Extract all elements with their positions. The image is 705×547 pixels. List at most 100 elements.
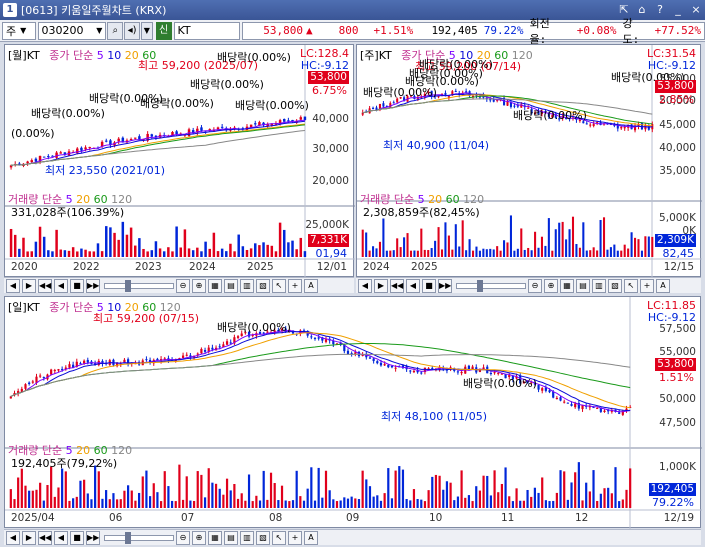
text-tool-icon[interactable]: A <box>304 278 318 293</box>
zoom-in-icon[interactable]: ⊕ <box>544 278 558 293</box>
ma20-legend[interactable]: 20 <box>124 49 139 62</box>
ma60-legend[interactable]: 60 <box>142 49 157 62</box>
weekly-chart-canvas[interactable] <box>357 45 702 278</box>
ma20-legend[interactable]: 20 <box>476 49 491 62</box>
zoom-slider[interactable] <box>104 531 174 544</box>
ma20-legend[interactable]: 20 <box>124 301 139 314</box>
ma60-legend[interactable]: 60 <box>142 301 157 314</box>
candle-body <box>634 125 637 131</box>
vol-ma60-legend[interactable]: 60 <box>445 193 460 206</box>
ma120-legend[interactable]: 120 <box>159 301 181 314</box>
scroll-right-button[interactable]: ▶ <box>22 278 36 293</box>
text-tool-icon[interactable]: A <box>304 530 318 545</box>
text-tool-icon[interactable]: A <box>656 278 670 293</box>
zoom-slider[interactable] <box>456 279 526 292</box>
volume-bar <box>47 250 50 257</box>
ma5-legend[interactable]: 5 <box>448 49 456 62</box>
zoom-out-icon[interactable]: ⊖ <box>176 530 190 545</box>
speaker-icon[interactable]: ◂) <box>124 21 140 40</box>
vol-ma20-legend[interactable]: 20 <box>428 193 443 206</box>
vol-ma5-legend[interactable]: 5 <box>65 444 73 457</box>
fast-back-button[interactable]: ◀◀ <box>390 278 404 293</box>
step-back-button[interactable]: ◀ <box>54 530 68 545</box>
zoom-out-icon[interactable]: ⊖ <box>176 278 190 293</box>
vol-ma120-legend[interactable]: 120 <box>463 193 485 206</box>
scroll-right-button[interactable]: ▶ <box>22 530 36 545</box>
fast-forward-button[interactable]: ▶▶ <box>86 530 100 545</box>
pattern-icon[interactable]: ▧ <box>608 278 622 293</box>
help-button[interactable]: ? <box>657 3 663 16</box>
zoom-slider[interactable] <box>104 279 174 292</box>
zoom-slider-handle[interactable] <box>125 279 131 292</box>
monthly-chart-panel[interactable]: [월]KT 종가 단순 5 10 20 60 LC:128.4 HC:-9.12… <box>4 44 355 278</box>
step-back-button[interactable]: ◀ <box>406 278 420 293</box>
columns-icon[interactable]: ▥ <box>240 278 254 293</box>
search-icon[interactable]: ⌕ <box>107 21 124 40</box>
daily-chart-panel[interactable]: [일]KT 종가 단순 5 10 20 60 120 LC:11.85 HC:-… <box>4 296 702 529</box>
vol-ma60-legend[interactable]: 60 <box>93 444 108 457</box>
grid-icon[interactable]: ▦ <box>208 278 222 293</box>
weekly-chart-panel[interactable]: [주]KT 종가 단순 5 10 20 60 120 LC:31.54 HC:-… <box>356 44 702 278</box>
volume-bar <box>170 500 174 508</box>
layout-icon[interactable]: ▤ <box>224 530 238 545</box>
window-lock-icon[interactable]: ⌂ <box>638 3 646 16</box>
chart-type-select[interactable]: 주 ▼ <box>2 21 36 40</box>
ma10-legend[interactable]: 10 <box>107 301 122 314</box>
vol-ma20-legend[interactable]: 20 <box>76 193 91 206</box>
stock-code-input[interactable]: 030200 ▼ <box>37 21 107 40</box>
zoom-slider-handle[interactable] <box>125 531 131 544</box>
fast-back-button[interactable]: ◀◀ <box>38 530 52 545</box>
pattern-icon[interactable]: ▧ <box>256 278 270 293</box>
ma60-legend[interactable]: 60 <box>494 49 509 62</box>
zoom-in-icon[interactable]: ⊕ <box>192 530 206 545</box>
zoom-in-icon[interactable]: ⊕ <box>192 278 206 293</box>
ma120-legend[interactable]: 120 <box>511 49 533 62</box>
vol-ma5-legend[interactable]: 5 <box>65 193 73 206</box>
dividend-label: 배당락(0.00%) <box>419 58 493 71</box>
ma5-legend[interactable]: 5 <box>96 301 104 314</box>
chevron-down-icon[interactable]: ▼ <box>140 21 153 40</box>
pointer-icon[interactable]: ↖ <box>272 278 286 293</box>
scroll-left-button[interactable]: ◀ <box>6 278 20 293</box>
vol-ma120-legend[interactable]: 120 <box>111 193 133 206</box>
zoom-out-icon[interactable]: ⊖ <box>528 278 542 293</box>
daily-chart-canvas[interactable] <box>5 297 702 529</box>
vol-ma5-legend[interactable]: 5 <box>417 193 425 206</box>
step-back-button[interactable]: ◀ <box>54 278 68 293</box>
scroll-right-button[interactable]: ▶ <box>374 278 388 293</box>
columns-icon[interactable]: ▥ <box>240 530 254 545</box>
vol-ma20-legend[interactable]: 20 <box>76 444 91 457</box>
crosshair-icon[interactable]: + <box>288 278 302 293</box>
current-price: 53,800 <box>263 24 304 37</box>
ma5-legend[interactable]: 5 <box>96 49 104 62</box>
crosshair-icon[interactable]: + <box>288 530 302 545</box>
stop-button[interactable]: ■ <box>422 278 436 293</box>
pointer-icon[interactable]: ↖ <box>272 530 286 545</box>
fast-back-button[interactable]: ◀◀ <box>38 278 52 293</box>
minimize-button[interactable]: _ <box>675 3 681 16</box>
stop-button[interactable]: ■ <box>70 530 84 545</box>
fast-forward-button[interactable]: ▶▶ <box>438 278 452 293</box>
volume-bar <box>376 495 379 508</box>
columns-icon[interactable]: ▥ <box>592 278 606 293</box>
ma10-legend[interactable]: 10 <box>107 49 122 62</box>
stop-button[interactable]: ■ <box>70 278 84 293</box>
grid-icon[interactable]: ▦ <box>560 278 574 293</box>
zoom-slider-handle[interactable] <box>477 279 483 292</box>
ma10-legend[interactable]: 10 <box>459 49 474 62</box>
grid-icon[interactable]: ▦ <box>208 530 222 545</box>
layout-icon[interactable]: ▤ <box>576 278 590 293</box>
window-pin-icon[interactable]: ⇱ <box>619 3 629 16</box>
vol-ma60-legend[interactable]: 60 <box>93 193 108 206</box>
monthly-chart-canvas[interactable] <box>5 45 355 278</box>
pattern-icon[interactable]: ▧ <box>256 530 270 545</box>
scroll-left-button[interactable]: ◀ <box>358 278 372 293</box>
close-button[interactable]: × <box>691 3 701 16</box>
scroll-left-button[interactable]: ◀ <box>6 530 20 545</box>
fast-forward-button[interactable]: ▶▶ <box>86 278 100 293</box>
vol-ma120-legend[interactable]: 120 <box>111 444 133 457</box>
crosshair-icon[interactable]: + <box>640 278 654 293</box>
candle-body <box>236 336 240 338</box>
pointer-icon[interactable]: ↖ <box>624 278 638 293</box>
layout-icon[interactable]: ▤ <box>224 278 238 293</box>
